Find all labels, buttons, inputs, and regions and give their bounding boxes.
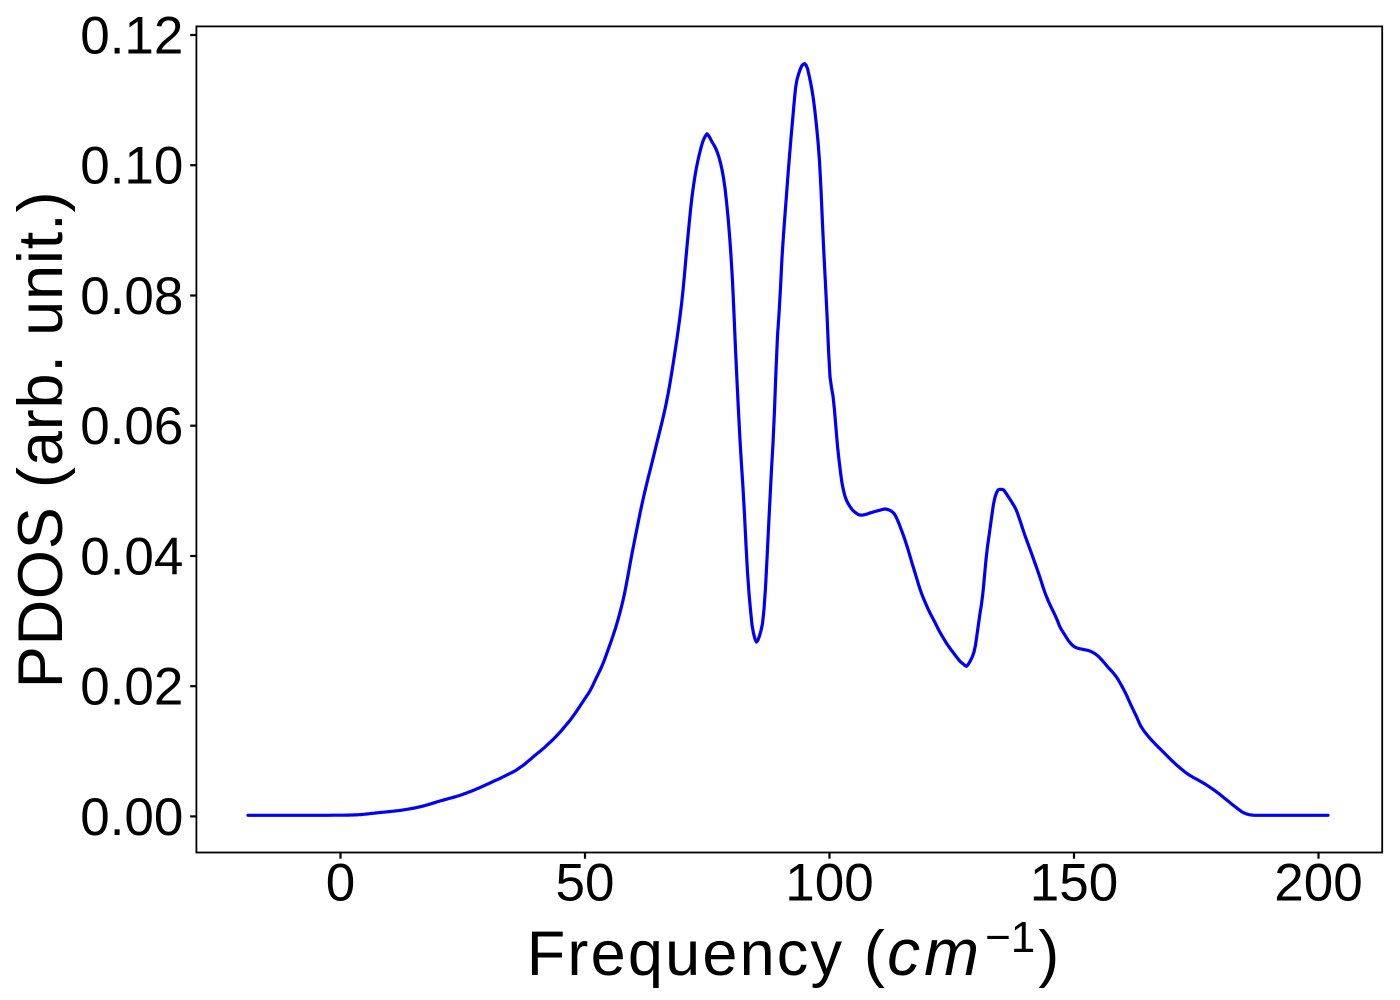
svg-text:200: 200 — [1274, 854, 1362, 913]
svg-text:100: 100 — [785, 854, 873, 913]
svg-text:0.06: 0.06 — [80, 397, 183, 456]
svg-text:150: 150 — [1030, 854, 1118, 913]
svg-text:0.10: 0.10 — [80, 137, 183, 196]
svg-text:0.02: 0.02 — [80, 658, 183, 717]
svg-text:PDOS (arb. unit.): PDOS (arb. unit.) — [6, 191, 76, 689]
svg-text:Frequency (cm−1): Frequency (cm−1) — [527, 913, 1059, 989]
svg-text:0: 0 — [326, 854, 355, 913]
svg-text:50: 50 — [556, 854, 615, 913]
svg-text:0.04: 0.04 — [80, 528, 183, 587]
svg-text:0.12: 0.12 — [80, 7, 183, 66]
svg-text:0.00: 0.00 — [80, 788, 183, 847]
svg-text:0.08: 0.08 — [80, 267, 183, 326]
